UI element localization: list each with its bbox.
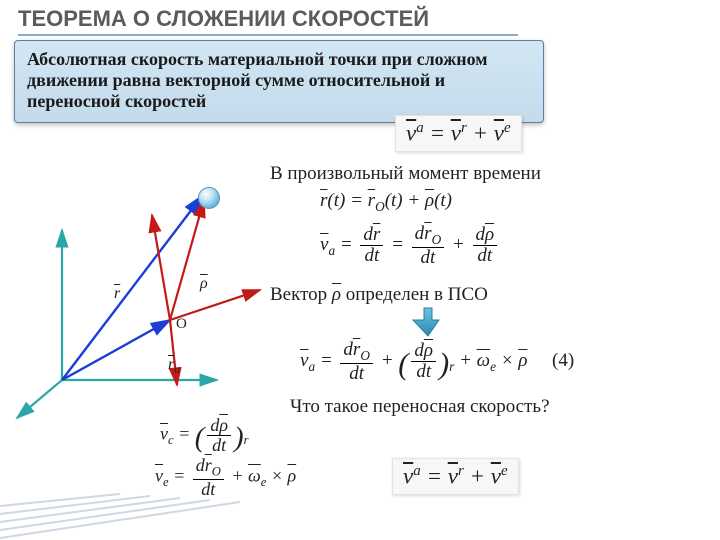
vector-diagram xyxy=(2,170,272,420)
text-vector-prefix: Вектор xyxy=(270,284,332,305)
label-O: О xyxy=(176,316,187,333)
material-point-sphere xyxy=(198,187,220,209)
equation-number-4: (4) xyxy=(552,350,574,372)
equation-r-of-t: r(t) = rO(t) + ρ(t) xyxy=(320,190,452,215)
label-ro: ro xyxy=(168,356,180,376)
equation-main-bottom: va = vr + ve xyxy=(392,458,519,495)
text-vector-defined: Вектор ρ определен в ПСО xyxy=(270,284,488,306)
page-title: ТЕОРЕМА О СЛОЖЕНИИ СКОРОСТЕЙ xyxy=(18,6,429,32)
label-r: r xyxy=(114,285,120,303)
text-vector-suffix: определен в ПСО xyxy=(341,284,488,305)
theorem-box: Абсолютная скорость материальной точки п… xyxy=(14,40,544,123)
corner-decoration xyxy=(0,480,240,540)
equation-main-top: va = vr + ve xyxy=(395,115,522,152)
equation-vc: vc = (dρdt)r xyxy=(160,416,248,455)
equation-4: va = drOdt + (dρdt)r + ωe × ρ xyxy=(300,340,527,384)
text-arbitrary-moment: В произвольный момент времени xyxy=(270,163,541,185)
text-what-is-transport-velocity: Что такое переносная скорость? xyxy=(290,396,550,418)
title-underline xyxy=(18,34,518,36)
arrow-down-icon xyxy=(412,306,444,338)
label-rho: ρ xyxy=(200,275,208,293)
equation-va-derivatives: va = drdt = drOdt + dρdt xyxy=(320,224,500,268)
